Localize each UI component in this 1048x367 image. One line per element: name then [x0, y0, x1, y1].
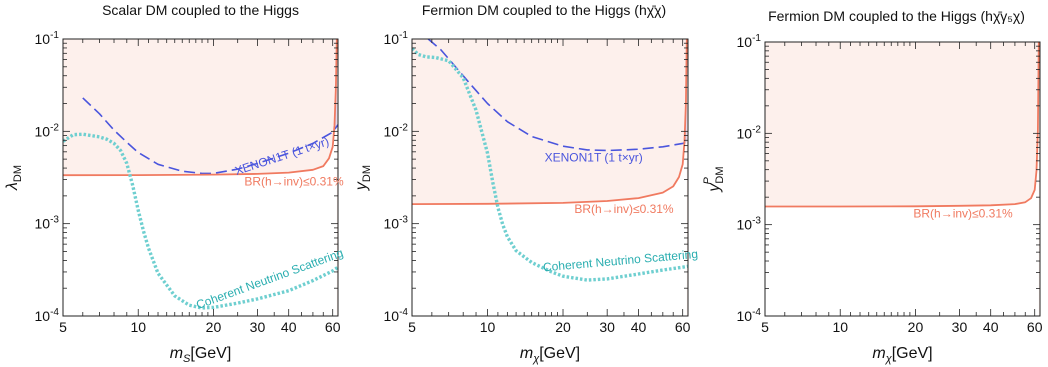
x-tick-label: 20: [555, 319, 571, 335]
excluded-region-br-h-inv-0-31: [765, 42, 1039, 207]
y-tick-label: 10-4: [35, 307, 60, 324]
y-tick-label: 10-2: [737, 124, 762, 141]
x-tick-label: 30: [250, 319, 266, 335]
x-tick-label: 40: [281, 319, 297, 335]
curve-br-h-inv-0-31: [63, 39, 338, 177]
x-tick-label: 40: [983, 319, 999, 335]
excluded-region-br-h-inv-0-31: [412, 39, 687, 205]
x-tick-label: 10: [832, 319, 848, 335]
panel-fermion-dm-scalar-coupling: 5 10 20 30 40 60 10-4 10-3 10-2 10-1 Fermion DM co…: [353, 2, 698, 365]
x-tick-label: 20: [206, 319, 222, 335]
annotation-coherent-neutrino-scattering: Coherent Neutrino Scattering: [194, 246, 345, 312]
y-axis-label: yDM: [353, 165, 373, 191]
x-tick-label: 20: [908, 319, 924, 335]
chart-title: Fermion DM coupled to the Higgs (hχ̄γ₅χ): [768, 8, 1025, 24]
curve-xenon1t-1-t-yr: [82, 97, 338, 175]
x-tick-label: 10: [130, 319, 146, 335]
curve-br-h-inv-0-31: [412, 39, 688, 205]
chart-title: Fermion DM coupled to the Higgs (hχ̄χ): [422, 2, 666, 18]
plot-area: [63, 39, 338, 316]
plot-frame: [411, 38, 689, 317]
excluded-region-kinematic: [686, 39, 688, 316]
plot-frame: [764, 41, 1041, 317]
x-tick-label: 30: [599, 319, 615, 335]
y-tick-label: 10-1: [737, 33, 762, 50]
x-tick-label: 5: [761, 319, 769, 335]
annotation-br-h-inv-0-31: BR(h→inv)≤0.31%: [244, 174, 344, 188]
excluded-region-kinematic: [336, 39, 338, 316]
x-tick-label: 60: [675, 319, 691, 335]
plot-area: [765, 42, 1040, 316]
excluded-region-kinematic: [1038, 42, 1040, 316]
annotation-br-h-inv-0-31: BR(h→inv)≤0.31%: [913, 206, 1013, 220]
panel-scalar-dm: 5 10 20 30 40 60 10-4 10-3 10-2 10-1 Scalar DM cou…: [4, 2, 345, 365]
x-tick-label: 5: [408, 319, 416, 335]
chart-title: Scalar DM coupled to the Higgs: [102, 2, 299, 18]
y-tick-label: 10-1: [35, 30, 60, 47]
y-tick-label: 10-2: [35, 122, 60, 139]
plot-frame: [62, 38, 339, 317]
y-tick-label: 10-4: [384, 307, 409, 324]
panel-fermion-dm-pseudoscalar-coupling: 5 10 20 30 40 60 10-4 10-3 10-2 10-1 Fermion DM co…: [702, 8, 1043, 365]
annotation-xenon1t-1-t-yr: XENON1T (1 t×yr): [545, 151, 643, 165]
y-tick-label: 10-3: [35, 215, 60, 232]
curve-coherent-neutrino-scattering: [412, 47, 688, 282]
y-axis-label: yDMP: [702, 166, 726, 192]
x-axis-label: mS[GeV]: [170, 345, 232, 365]
y-axis-label: λDM: [4, 165, 24, 191]
x-tick-label: 5: [59, 319, 67, 335]
y-tick-label: 10-3: [384, 215, 409, 232]
x-axis-label: mχ[GeV]: [520, 345, 580, 365]
x-tick-label: 40: [631, 319, 647, 335]
annotation-coherent-neutrino-scattering: Coherent Neutrino Scattering: [542, 247, 698, 274]
x-axis-label: mχ[GeV]: [872, 345, 932, 365]
x-tick-label: 10: [480, 319, 496, 335]
annotation-br-h-inv-0-31: BR(h→inv)≤0.31%: [574, 202, 674, 216]
excluded-region-br-h-inv-0-31: [63, 39, 337, 176]
y-tick-label: 10-2: [384, 122, 409, 139]
x-tick-label: 60: [325, 319, 341, 335]
x-tick-label: 60: [1027, 319, 1043, 335]
y-tick-label: 10-1: [384, 30, 409, 47]
y-tick-label: 10-4: [737, 307, 762, 324]
y-tick-label: 10-3: [737, 216, 762, 233]
curve-br-h-inv-0-31: [765, 42, 1040, 208]
x-tick-label: 30: [952, 319, 968, 335]
plot-area: [412, 39, 688, 316]
